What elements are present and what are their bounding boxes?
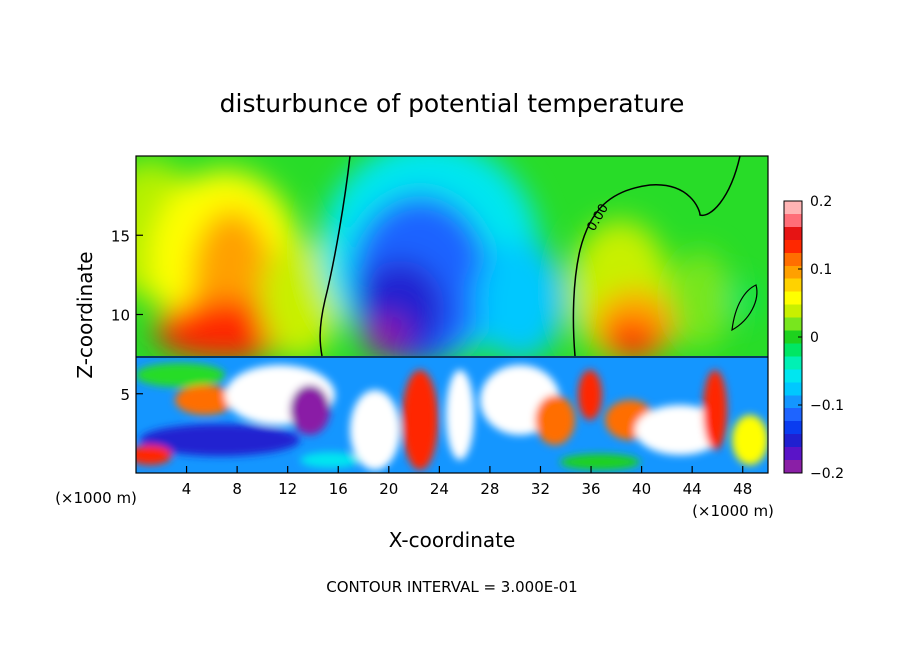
colorbar-tick-label: −0.1 <box>810 398 844 414</box>
y-axis: 5 10 15 <box>111 227 143 404</box>
colorbar-tick-label: −0.2 <box>810 466 844 482</box>
colorbar-tick-label: 0.2 <box>810 194 832 210</box>
x-tick-label: 12 <box>278 480 297 498</box>
x-tick-label: 24 <box>430 480 449 498</box>
x-tick-label: 16 <box>329 480 348 498</box>
colorbar-tick-label: 0.1 <box>810 262 832 278</box>
colorbar-ticks: 0.2 0.1 0 −0.1 −0.2 <box>798 194 844 482</box>
x-tick-label: 48 <box>733 480 752 498</box>
x-axis-label: X-coordinate <box>389 528 516 552</box>
y-tick-label: 10 <box>111 307 130 325</box>
plot-area: 0.00 <box>136 156 768 473</box>
x-unit-left: (×1000 m) <box>55 489 137 507</box>
x-tick-label: 4 <box>182 480 192 498</box>
contour-interval-note: CONTOUR INTERVAL = 3.000E-01 <box>326 578 577 596</box>
chart-title: disturbunce of potential temperature <box>220 89 685 118</box>
x-tick-label: 36 <box>581 480 600 498</box>
x-tick-label: 28 <box>480 480 499 498</box>
lower-field <box>136 363 768 470</box>
x-tick-label: 44 <box>683 480 702 498</box>
x-tick-label: 40 <box>632 480 651 498</box>
y-tick-label: 5 <box>120 386 130 404</box>
y-axis-label: Z-coordinate <box>73 251 97 378</box>
x-unit-right: (×1000 m) <box>692 502 774 520</box>
colorbar-tick-label: 0 <box>810 330 819 346</box>
y-tick-label: 15 <box>111 227 130 245</box>
x-tick-label: 20 <box>379 480 398 498</box>
x-tick-label: 8 <box>232 480 242 498</box>
x-axis: 4 8 12 16 20 24 28 32 36 40 44 48 <box>182 466 752 498</box>
x-tick-label: 32 <box>531 480 550 498</box>
